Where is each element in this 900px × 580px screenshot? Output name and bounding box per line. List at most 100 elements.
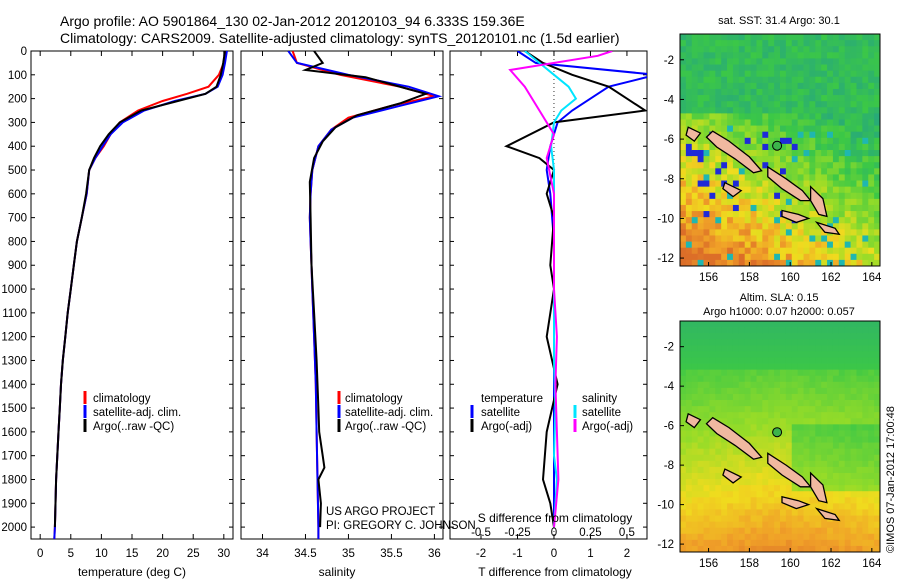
map-cell xyxy=(680,52,687,59)
map-cell xyxy=(850,363,857,371)
map-cell xyxy=(874,204,880,212)
map-cell xyxy=(762,113,769,120)
map-cell xyxy=(827,545,834,552)
map-cell xyxy=(715,156,722,163)
map-cell xyxy=(785,204,793,212)
map-cell xyxy=(838,321,846,328)
argo-location-marker xyxy=(772,427,783,438)
map-cell xyxy=(703,472,710,480)
map-cell xyxy=(791,82,799,90)
map-cell xyxy=(680,485,687,492)
map-cell xyxy=(862,454,869,462)
map-cell xyxy=(732,192,740,200)
map-cell xyxy=(697,34,704,41)
map-cell xyxy=(844,235,851,242)
map-cell xyxy=(727,34,734,41)
map-cell xyxy=(874,186,880,194)
map-cell xyxy=(844,247,851,255)
map-cell xyxy=(744,491,751,498)
map-cell xyxy=(709,521,716,529)
map-cell xyxy=(856,381,863,389)
map-cell xyxy=(780,485,787,492)
map-cell xyxy=(709,515,716,523)
map-cell xyxy=(803,400,810,407)
map-cell xyxy=(715,321,722,328)
map-cell xyxy=(768,381,775,389)
map-cell xyxy=(780,125,787,133)
map-cell xyxy=(780,436,787,443)
map-cell xyxy=(809,357,816,364)
s-tick-label: 0 xyxy=(551,527,557,539)
map-cell xyxy=(721,211,728,218)
map-cell xyxy=(803,143,810,151)
map-cell xyxy=(768,412,775,419)
map-cell xyxy=(844,521,851,529)
map-cell xyxy=(768,321,775,328)
map-cell xyxy=(774,192,781,200)
map-cell xyxy=(691,363,699,371)
map-cell xyxy=(750,64,757,72)
map-cell xyxy=(732,40,740,47)
map-cell xyxy=(721,241,728,249)
project-credit: US ARGO PROJECT xyxy=(326,506,435,518)
map-cell xyxy=(797,436,804,443)
map-cell xyxy=(874,198,880,206)
map-cell xyxy=(680,186,687,194)
map-cell xyxy=(868,357,875,364)
map-cell xyxy=(809,363,816,371)
map-cell xyxy=(762,521,769,529)
map-cell xyxy=(738,137,746,145)
map-cell xyxy=(744,406,751,413)
map-cell xyxy=(738,327,746,334)
map-cell xyxy=(791,168,799,175)
map-cell xyxy=(685,119,693,126)
map-cell xyxy=(756,448,763,456)
map-cell xyxy=(815,70,822,78)
map-cell xyxy=(774,64,781,72)
map-cell xyxy=(774,387,781,395)
map-cell xyxy=(703,156,710,163)
map-cell xyxy=(732,70,740,78)
map-cell xyxy=(797,363,804,371)
map-cell xyxy=(785,321,793,328)
map-cell xyxy=(815,454,822,462)
map-cell xyxy=(868,472,875,480)
map-cell xyxy=(703,485,710,492)
map-cell xyxy=(709,119,716,126)
map-cell xyxy=(715,150,722,157)
map-cell xyxy=(762,321,769,328)
map-cell xyxy=(685,515,693,523)
map-cell xyxy=(721,460,728,468)
map-cell xyxy=(727,345,734,352)
map-cell xyxy=(709,479,716,486)
map-cell xyxy=(703,491,710,498)
map-cell xyxy=(809,223,816,230)
map-cell xyxy=(862,253,869,261)
map-cell xyxy=(809,442,816,450)
map-cell xyxy=(703,223,710,230)
map-cell xyxy=(715,491,722,498)
map-cell xyxy=(762,393,769,401)
map-cell xyxy=(844,192,851,200)
map-cell xyxy=(827,442,834,450)
map-cell xyxy=(803,327,810,334)
map-cell xyxy=(715,539,722,547)
map-cell xyxy=(715,64,722,72)
map-cell xyxy=(785,162,793,169)
map-cell xyxy=(844,241,851,249)
map-cell xyxy=(803,491,810,498)
map-cell xyxy=(727,88,734,96)
map-cell xyxy=(856,485,863,492)
map-cell xyxy=(762,229,769,236)
map-cell xyxy=(821,192,828,200)
map-cell xyxy=(803,46,810,53)
map-cell xyxy=(791,357,799,364)
map-cell xyxy=(827,198,834,206)
map-cell xyxy=(768,515,775,523)
map-cell xyxy=(732,259,740,266)
map-cell xyxy=(744,400,751,407)
map-cell xyxy=(680,211,687,218)
map-cell xyxy=(780,107,787,114)
map-cell xyxy=(856,369,863,377)
map-cell xyxy=(715,119,722,126)
